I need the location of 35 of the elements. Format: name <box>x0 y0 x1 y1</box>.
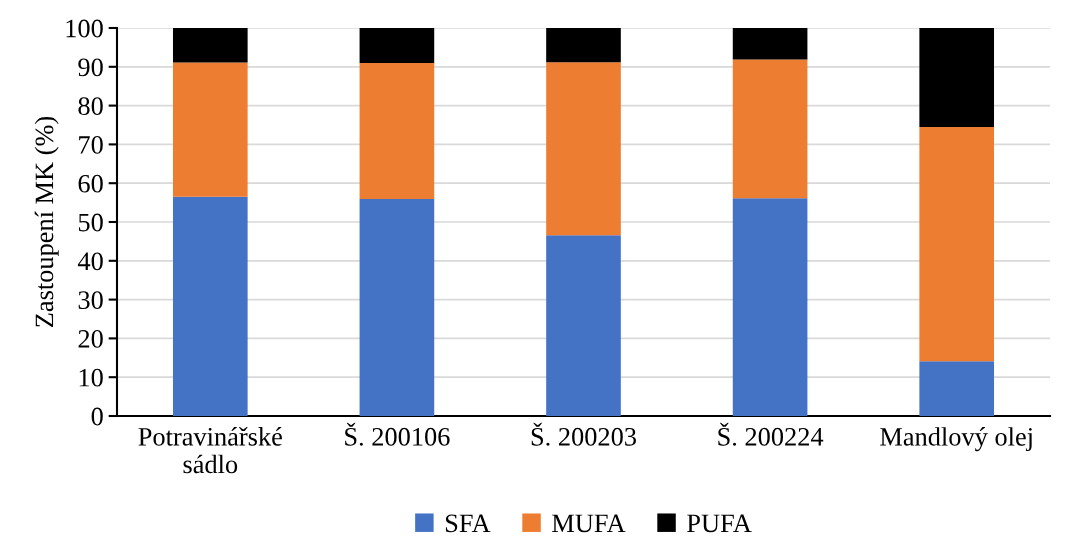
bar <box>546 62 621 236</box>
y-tick-label: 60 <box>78 174 103 193</box>
y-tick-label: 10 <box>79 368 103 387</box>
x-tick-label: Mandlový olej <box>880 427 1032 452</box>
y-tick-label: 0 <box>91 407 103 426</box>
y-tick-label: 40 <box>77 252 103 271</box>
y-tick-label: 20 <box>78 330 103 348</box>
y-tick-label: 50 <box>78 213 103 232</box>
bar <box>732 28 808 60</box>
x-tick-label: Potravinářské sádlo <box>138 427 282 474</box>
bar <box>919 126 995 362</box>
bar <box>172 28 248 63</box>
y-tick-label: 90 <box>78 58 103 77</box>
bar <box>172 62 248 197</box>
bar <box>732 59 808 199</box>
y-tick-label: 100 <box>66 19 103 38</box>
bar <box>732 198 808 416</box>
legend-label: MUFA <box>552 514 626 533</box>
y-tick-label: 80 <box>78 97 103 116</box>
legend-label: PUFA <box>687 514 752 533</box>
bar <box>546 235 621 416</box>
y-axis-title: Zastoupení MK (%) <box>34 116 59 327</box>
y-tick-label: 30 <box>78 291 103 310</box>
bar <box>546 28 621 63</box>
legend-label: SFA <box>445 514 491 533</box>
x-tick-label: Š. 200224 <box>718 422 824 446</box>
y-tick-label: 70 <box>79 136 103 154</box>
bar <box>172 196 248 416</box>
x-tick-label: Š. 200106 <box>345 422 450 446</box>
bar <box>359 28 435 63</box>
bar <box>919 28 995 127</box>
bar <box>359 62 435 200</box>
bar <box>359 199 435 416</box>
bar <box>919 361 995 416</box>
x-tick-label: Š. 200203 <box>531 422 636 446</box>
